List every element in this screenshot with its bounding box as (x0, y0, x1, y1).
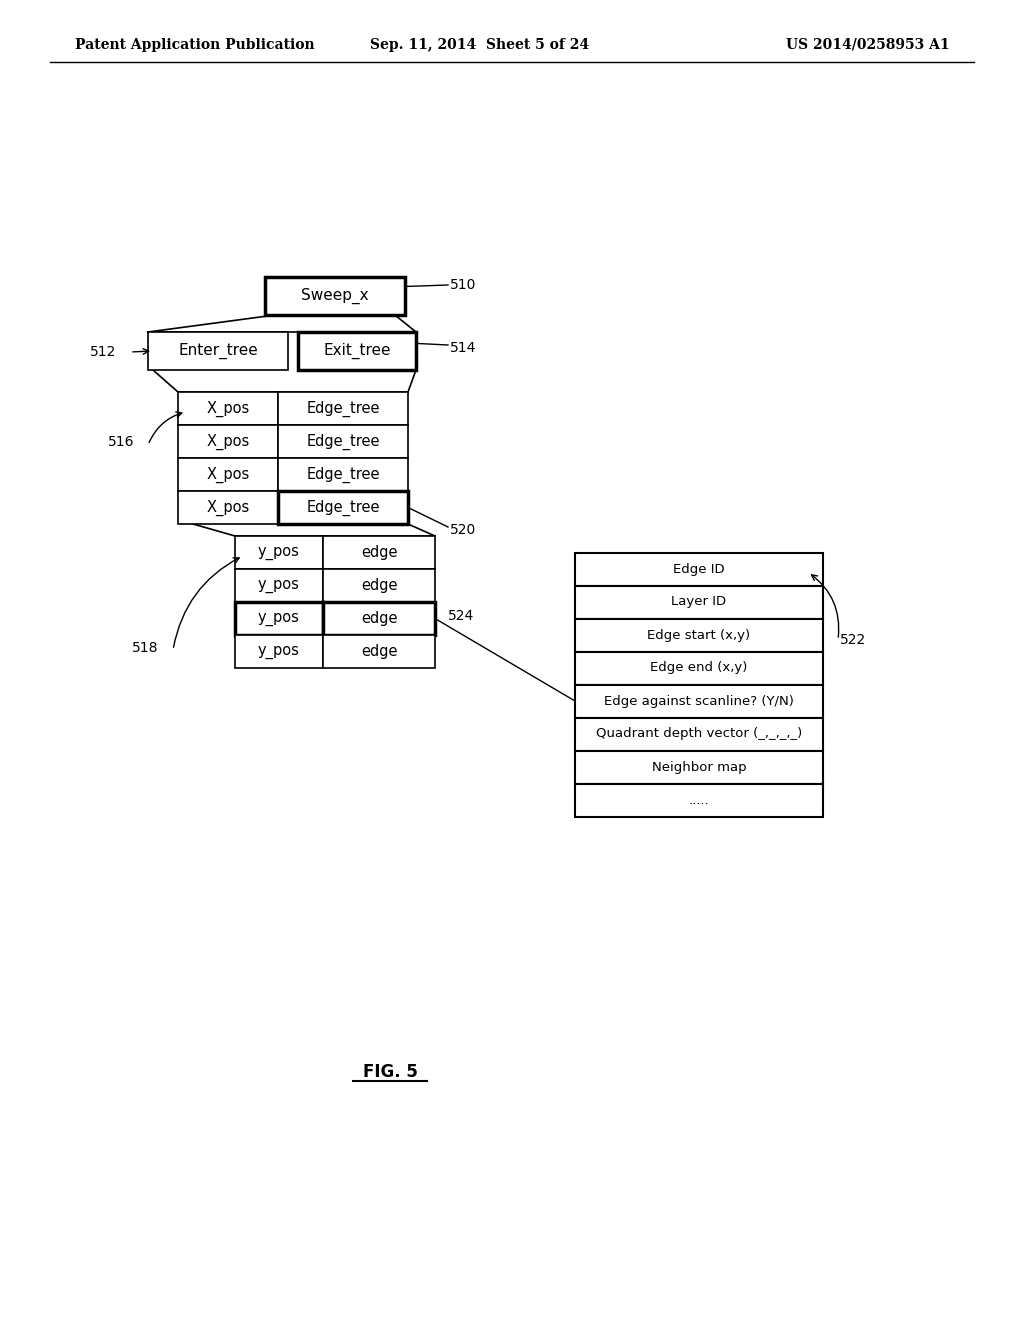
Bar (323, 635, 435, 668)
Bar (234, 569, 323, 602)
Text: Sweep_x: Sweep_x (301, 288, 369, 304)
Text: Edge start (x,y): Edge start (x,y) (647, 628, 751, 642)
Text: 512: 512 (90, 345, 117, 359)
Bar (178, 491, 278, 524)
Bar (278, 491, 408, 524)
Text: X_pos: X_pos (207, 499, 250, 516)
Text: edge: edge (360, 644, 397, 659)
Bar (178, 458, 278, 491)
Text: .....: ..... (689, 793, 710, 807)
Text: X_pos: X_pos (207, 400, 250, 417)
Text: Edge end (x,y): Edge end (x,y) (650, 661, 748, 675)
Bar (148, 333, 288, 370)
Text: 520: 520 (450, 523, 476, 537)
Text: X_pos: X_pos (207, 466, 250, 483)
Text: Neighbor map: Neighbor map (651, 760, 746, 774)
Text: 524: 524 (449, 609, 474, 623)
Bar (298, 333, 416, 370)
Bar (234, 635, 323, 668)
Bar (278, 425, 408, 458)
Bar (575, 619, 823, 652)
Bar (575, 652, 823, 685)
Text: Edge_tree: Edge_tree (306, 400, 380, 417)
Text: 522: 522 (840, 634, 866, 647)
Bar (575, 718, 823, 751)
Text: 518: 518 (132, 642, 159, 655)
Bar (575, 685, 823, 718)
Text: Patent Application Publication: Patent Application Publication (75, 38, 314, 51)
Bar (265, 277, 406, 315)
Text: Edge against scanline? (Y/N): Edge against scanline? (Y/N) (604, 694, 794, 708)
Text: y_pos: y_pos (258, 611, 300, 626)
Text: Quadrant depth vector (_,_,_,_): Quadrant depth vector (_,_,_,_) (596, 727, 802, 741)
Bar (575, 784, 823, 817)
Text: edge: edge (360, 545, 397, 560)
Text: Sep. 11, 2014  Sheet 5 of 24: Sep. 11, 2014 Sheet 5 of 24 (371, 38, 590, 51)
Text: Layer ID: Layer ID (672, 595, 727, 609)
Text: 510: 510 (450, 279, 476, 292)
Bar (575, 751, 823, 784)
Text: Edge_tree: Edge_tree (306, 499, 380, 516)
Bar (234, 602, 323, 635)
Bar (178, 392, 278, 425)
Text: y_pos: y_pos (258, 578, 300, 593)
Text: 514: 514 (450, 341, 476, 355)
Text: Enter_tree: Enter_tree (178, 343, 258, 359)
Bar (575, 553, 823, 586)
Text: US 2014/0258953 A1: US 2014/0258953 A1 (786, 38, 950, 51)
Text: y_pos: y_pos (258, 545, 300, 560)
Text: Edge ID: Edge ID (673, 562, 725, 576)
Bar (575, 586, 823, 619)
Bar (178, 425, 278, 458)
Bar (278, 392, 408, 425)
Text: 516: 516 (108, 436, 134, 449)
Text: X_pos: X_pos (207, 433, 250, 450)
Bar (234, 536, 323, 569)
Text: Exit_tree: Exit_tree (324, 343, 391, 359)
Text: y_pos: y_pos (258, 644, 300, 659)
Bar (278, 458, 408, 491)
Text: edge: edge (360, 611, 397, 626)
Bar (323, 602, 435, 635)
Text: Edge_tree: Edge_tree (306, 433, 380, 450)
Text: edge: edge (360, 578, 397, 593)
Text: Edge_tree: Edge_tree (306, 466, 380, 483)
Bar (323, 536, 435, 569)
Text: FIG. 5: FIG. 5 (362, 1063, 418, 1081)
Bar (323, 569, 435, 602)
